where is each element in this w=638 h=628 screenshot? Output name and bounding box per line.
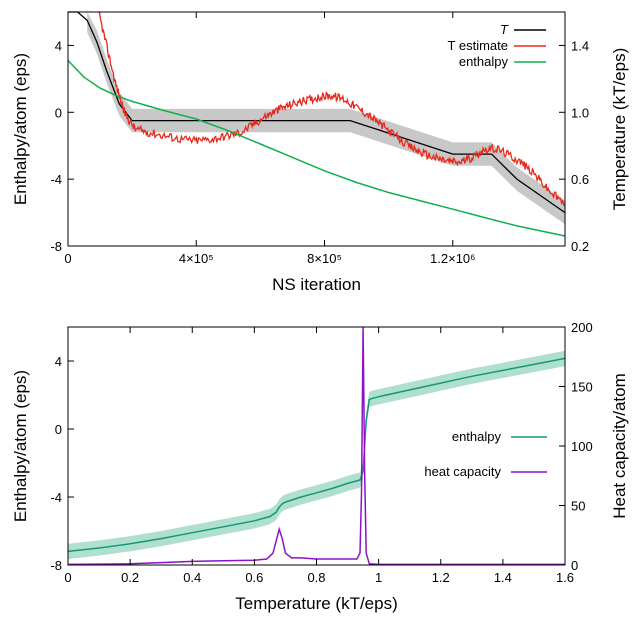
x-tick-label: 1.2	[432, 570, 450, 585]
legend-label-enthalpy: enthalpy	[452, 429, 502, 444]
legend: enthalpy heat capacity	[424, 429, 547, 479]
legend-label-heat-capacity: heat capacity	[424, 464, 501, 479]
y-tick-label: 0	[55, 422, 62, 437]
legend: T T estimate enthalpy	[448, 22, 546, 69]
x-tick-label: 0.8	[307, 570, 325, 585]
x-axis-label: NS iteration	[272, 275, 361, 294]
y-tick-label: -4	[50, 490, 62, 505]
y2-tick-label: 50	[571, 499, 585, 514]
bottom-panel: 0 0.2 0.4 0.6 0.8 1 1.2 1.4 1.6 -8 -4 0 4 0 50 100 150 20…	[11, 320, 629, 613]
series-line-T-estimate	[98, 11, 566, 207]
band-area	[87, 12, 565, 225]
x-tick-label: 1	[375, 570, 382, 585]
y2-axis-label: Temperature (kT/eps)	[610, 48, 629, 211]
x-tick-label: 1.2×10⁶	[430, 251, 475, 266]
series-line-enthalpy	[67, 357, 566, 553]
axis-ticks: 0 0.2 0.4 0.6 0.8 1 1.2 1.4 1.6 -8 -4 0 4 0 50 100 150 20…	[50, 320, 592, 585]
legend-label-enthalpy: enthalpy	[459, 54, 509, 69]
y-tick-label: -8	[50, 239, 62, 254]
temperature-uncertainty-band	[87, 12, 565, 225]
x-tick-label: 0	[64, 251, 71, 266]
y2-tick-label: 1.0	[571, 105, 589, 120]
axis-ticks: 0 4×10⁵ 8×10⁵ 1.2×10⁶ -8 -4 0 4 0.2 0.6 1.0 1.4	[50, 12, 589, 266]
x-tick-label: 8×10⁵	[307, 251, 342, 266]
y2-tick-label: 200	[571, 320, 593, 335]
plot-frame	[67, 326, 566, 566]
plot-frame	[67, 11, 566, 247]
series-line-T	[68, 11, 566, 214]
series-line-heat-capacity	[67, 326, 565, 566]
y-tick-label: 0	[55, 105, 62, 120]
y2-tick-label: 1.4	[571, 38, 589, 53]
y2-axis-label: Heat capacity/atom	[610, 373, 629, 519]
y-tick-label: 4	[55, 354, 62, 369]
x-tick-label: 4×10⁵	[179, 251, 214, 266]
legend-label-T-estimate: T estimate	[448, 38, 508, 53]
y2-tick-label: 150	[571, 380, 593, 395]
y-tick-label: -4	[50, 172, 62, 187]
y-axis-label: Enthalpy/atom (eps)	[11, 53, 30, 205]
y2-tick-label: 0.2	[571, 239, 589, 254]
x-tick-label: 0.2	[121, 570, 139, 585]
y2-tick-label: 0	[571, 558, 578, 573]
enthalpy-uncertainty-band	[68, 350, 565, 559]
y2-tick-label: 0.6	[571, 172, 589, 187]
y-tick-label: 4	[55, 38, 62, 53]
x-axis-label: Temperature (kT/eps)	[235, 594, 398, 613]
x-tick-label: 1.6	[556, 570, 574, 585]
x-tick-label: 0.6	[245, 570, 263, 585]
y2-tick-label: 100	[571, 439, 593, 454]
x-tick-label: 0	[64, 570, 71, 585]
series-line-enthalpy	[67, 59, 566, 237]
top-panel: 0 4×10⁵ 8×10⁵ 1.2×10⁶ -8 -4 0 4 0.2 0.6 1.0 1.4 NS …	[11, 11, 629, 294]
x-tick-label: 1.4	[494, 570, 512, 585]
legend-label-T: T	[500, 22, 509, 37]
x-tick-label: 0.4	[183, 570, 201, 585]
y-tick-label: -8	[50, 558, 62, 573]
y-axis-label: Enthalpy/atom (eps)	[11, 370, 30, 522]
